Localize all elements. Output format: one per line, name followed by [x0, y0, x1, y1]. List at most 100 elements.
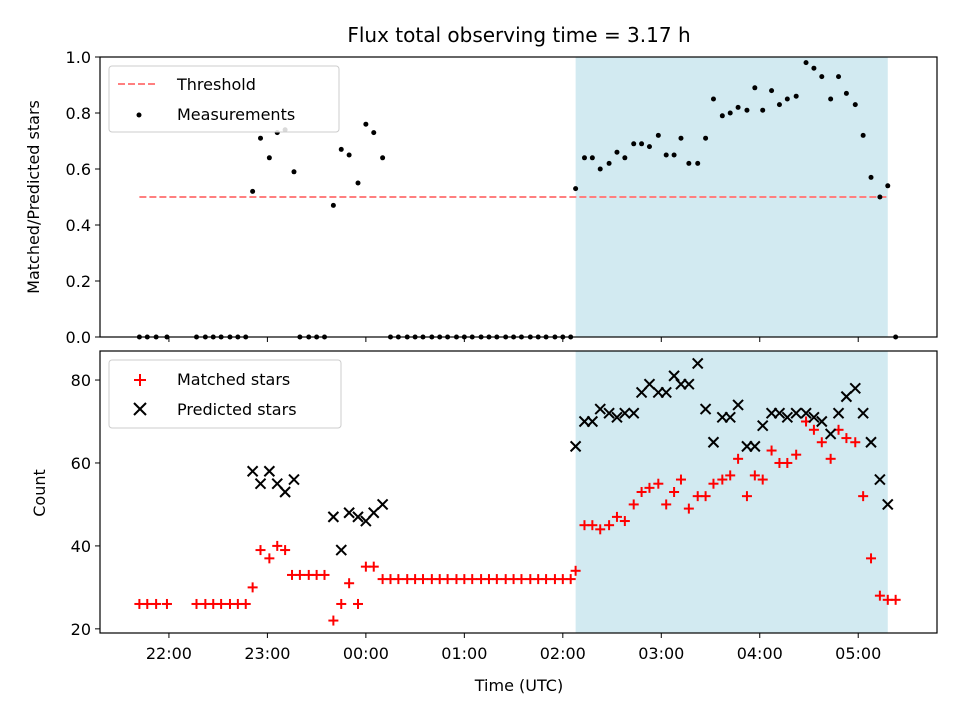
predicted-star-point — [335, 544, 347, 556]
y-tick-label: 0.0 — [66, 328, 91, 347]
y-tick-label: 0.8 — [66, 104, 91, 123]
matched-star-point — [683, 503, 694, 514]
y-tick-label: 40 — [71, 537, 91, 556]
matched-star-point — [151, 598, 162, 609]
predicted-star-point — [569, 440, 582, 453]
y-tick-label: 0.6 — [66, 160, 91, 179]
matched-star-point — [191, 598, 202, 609]
predicted-star-point — [790, 407, 802, 419]
measurements-legend-label: Measurements — [177, 105, 295, 124]
y-tick-label: 20 — [71, 620, 91, 639]
predicted-star-point — [628, 407, 640, 419]
y-tick-label: 0.4 — [66, 216, 91, 235]
count-marks — [134, 357, 901, 626]
count-panel: 20 40 60 80 22:00 23:00 00:00 01:00 02:00 03:00 0… — [30, 350, 938, 695]
predicted-star-point — [824, 428, 837, 440]
matched-star-point — [725, 470, 736, 481]
y-tick-label: 1.0 — [66, 48, 91, 67]
measurements-legend-swatch — [136, 112, 142, 118]
measurement-point — [663, 152, 669, 158]
matched-star-point — [733, 453, 744, 464]
matched-star-point — [319, 569, 330, 580]
predicted-star-point — [594, 403, 606, 415]
measurement-point — [843, 90, 849, 96]
measurement-point — [686, 160, 692, 166]
x-tick-label: 02:00 — [540, 644, 586, 663]
ratio-y-label: Matched/Predicted stars — [24, 100, 43, 294]
matched-star-point — [636, 487, 647, 497]
matched-star-point — [255, 545, 266, 556]
x-tick-label: 01:00 — [441, 644, 487, 663]
matched-star-point — [442, 574, 453, 585]
matched-star-point — [669, 487, 680, 497]
predicted-star-point — [603, 407, 615, 419]
measurement-point — [291, 169, 297, 175]
predicted-star-point — [611, 411, 623, 424]
predicted-star-point — [368, 507, 380, 519]
ratio-legend: Threshold Measurements — [108, 65, 340, 133]
predicted-star-point — [849, 382, 861, 395]
matched-star-point — [328, 615, 339, 626]
measurement-point — [819, 74, 825, 80]
y-tick-label: 80 — [71, 371, 91, 390]
measurement-point — [836, 74, 842, 80]
matched-star-point — [491, 574, 502, 585]
measurement-point — [338, 146, 344, 152]
predicted-star-point — [808, 411, 820, 424]
matched-star-point — [247, 582, 258, 593]
matched-star-point — [272, 540, 283, 551]
measurement-point — [784, 96, 790, 102]
legend-box — [108, 359, 342, 429]
matched-star-point — [280, 545, 291, 556]
matched-star-point — [825, 453, 836, 464]
matched-star-point — [816, 437, 827, 448]
matched-star-point — [240, 598, 251, 609]
predicted-star-point — [816, 415, 828, 428]
ratio-axes-frame — [99, 56, 938, 338]
matched-star-point — [708, 478, 719, 489]
measurement-point — [363, 121, 369, 127]
count-y-label: Count — [30, 469, 49, 517]
matched-star-point — [216, 598, 227, 609]
matched-star-point — [675, 474, 686, 485]
predicted-star-point — [254, 477, 267, 490]
legend-box — [108, 65, 340, 133]
predicted-star-point — [882, 498, 894, 511]
measurement-point — [744, 107, 750, 113]
matched-star-point — [841, 433, 852, 444]
measurement-point — [622, 155, 628, 161]
predicted-star-point — [643, 378, 656, 390]
predicted-star-point — [874, 473, 886, 486]
measurement-point — [760, 107, 766, 113]
measurement-point — [655, 132, 661, 138]
matched-star-point — [604, 520, 615, 531]
measurement-point — [258, 135, 264, 141]
x-axis-label: Time (UTC) — [474, 676, 563, 695]
measurement-point — [597, 166, 603, 172]
predicted-star-point — [327, 511, 340, 523]
matched-star-point — [393, 574, 404, 585]
matched-star-point — [717, 474, 728, 485]
predicted-star-point — [619, 407, 631, 419]
predicted-star-point — [376, 498, 389, 511]
matched-star-point — [858, 491, 869, 502]
predicted-star-point — [343, 507, 355, 519]
y-tick-label: 0.2 — [66, 272, 91, 291]
matched-star-point — [757, 474, 768, 485]
measurement-point — [606, 160, 612, 166]
predicted-legend-swatch — [133, 402, 147, 416]
matched-star-point — [565, 574, 576, 585]
y-tick-label: 60 — [71, 454, 91, 473]
matched-star-point — [644, 482, 655, 493]
predicted-star-point — [800, 407, 812, 419]
matched-star-point — [628, 499, 639, 510]
measurement-point — [860, 132, 866, 138]
matched-star-point — [611, 511, 622, 522]
predicted-star-point — [865, 436, 877, 448]
predicted-star-point — [732, 399, 744, 411]
predicted-star-point — [263, 465, 276, 477]
matched-star-point — [874, 590, 885, 601]
matched-star-point — [344, 578, 355, 589]
predicted-star-point — [707, 436, 720, 448]
matched-star-point — [516, 574, 527, 585]
